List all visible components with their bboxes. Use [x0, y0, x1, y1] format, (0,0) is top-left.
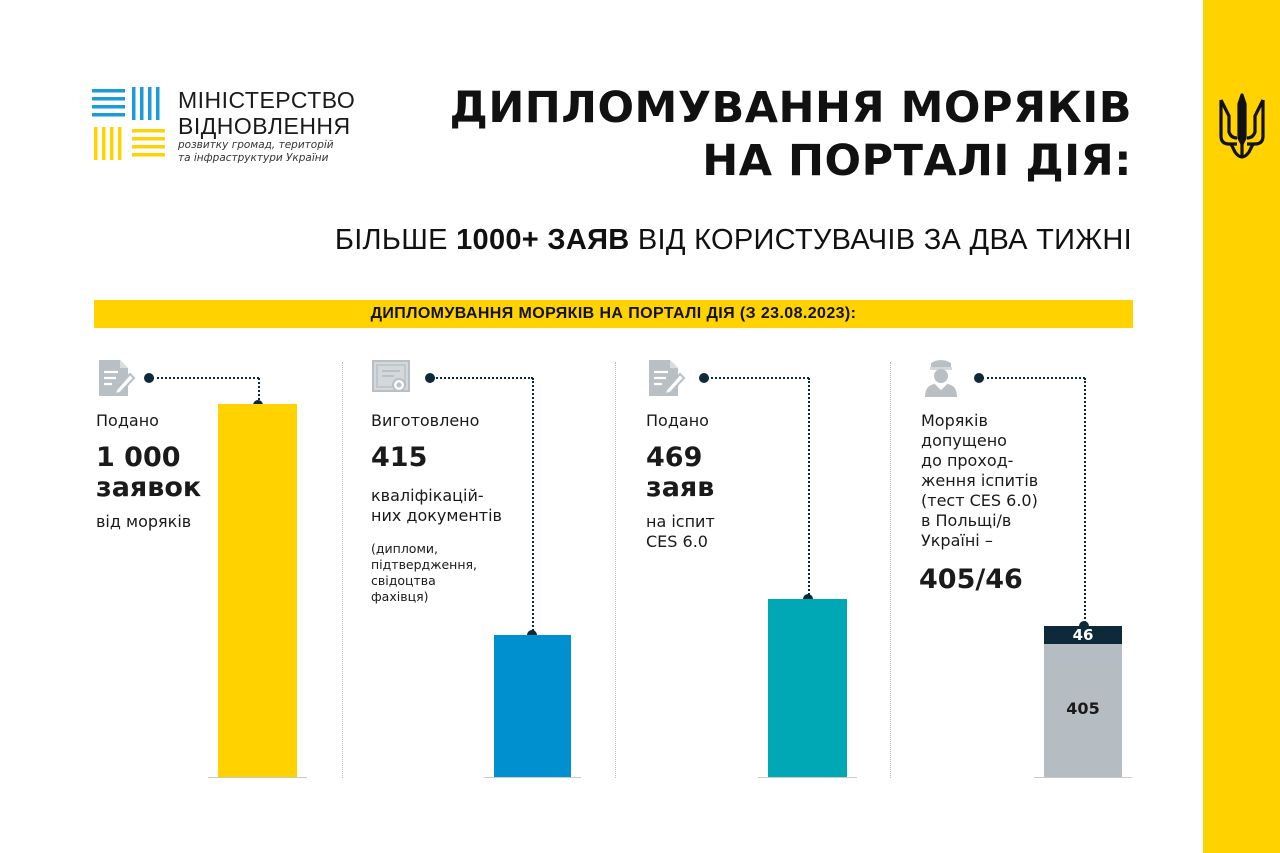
connector-line: [152, 377, 259, 379]
stat-note-line4: фахівця): [371, 589, 429, 604]
ministry-logo: МІНІСТЕРСТВО ВІДНОВЛЕННЯ розвитку громад…: [92, 87, 372, 167]
bar-exam-applications: [768, 599, 847, 777]
bar-baseline: [208, 777, 307, 778]
stat-label: Подано: [96, 411, 159, 430]
stat-note-line1: (дипломи,: [371, 541, 438, 556]
sailor-icon: [925, 360, 957, 397]
stat-label-line1: Моряків: [921, 411, 988, 430]
bar-baseline: [484, 777, 581, 778]
stat-value-line2: заяв: [646, 472, 715, 503]
stat-value: 1 000 заявок: [96, 443, 201, 503]
stat-label-line6: в Польщі/в: [921, 511, 1012, 530]
column-divider: [890, 362, 891, 778]
document-edit-icon: [99, 360, 136, 396]
stat-description-line2: них документів: [371, 506, 502, 525]
connector-line: [532, 378, 534, 635]
stat-label-line4: ження іспитів: [921, 471, 1039, 490]
stat-label-line7: Україні –: [921, 531, 993, 550]
connector-line: [982, 377, 1085, 379]
connector-line: [258, 378, 260, 404]
segment-label: 46: [1072, 626, 1094, 644]
stat-description-line1: на іспит: [646, 512, 715, 531]
subtitle-pre: БІЛЬШЕ: [334, 224, 457, 256]
stat-value: 469 заяв: [646, 443, 714, 503]
stat-note-line2: підтвердження,: [371, 557, 477, 572]
bar-baseline: [758, 777, 857, 778]
stat-value-line2: заявок: [96, 472, 202, 503]
connector-line: [707, 377, 809, 379]
ministry-logo-mark-icon: [92, 87, 165, 160]
subtitle-post: ВІД КОРИСТУВАЧІВ ЗА ДВА ТИЖНІ: [629, 224, 1132, 256]
column-divider: [615, 362, 616, 778]
certificate-icon: [372, 360, 410, 392]
connector-dot: [144, 373, 154, 383]
section-banner: ДИПЛОМУВАННЯ МОРЯКІВ НА ПОРТАЛІ ДІЯ (З 2…: [94, 300, 1133, 328]
column-divider: [342, 362, 343, 778]
stat-value-line1: 1 000: [96, 442, 181, 473]
bar-exam-admitted-stacked: 46 405: [1044, 626, 1122, 777]
trident-icon: [1219, 93, 1265, 159]
connector-line: [433, 377, 533, 379]
stat-value: 415: [371, 442, 428, 473]
connector-dot: [974, 373, 984, 383]
stat-label: Подано: [646, 411, 709, 430]
document-edit-icon: [649, 360, 686, 396]
stat-value: 405/46: [919, 564, 1023, 595]
stat-description: від моряків: [96, 512, 192, 531]
logo-subtitle: розвитку громад, територій та інфраструк…: [178, 139, 334, 165]
stat-description: на іспит CES 6.0: [646, 512, 715, 552]
bar-submitted-applications: [218, 404, 297, 777]
connector-dot: [425, 373, 435, 383]
bar-segment-ukraine: 46: [1044, 626, 1122, 644]
stat-description: кваліфікацій- них документів: [371, 486, 502, 526]
connector-line: [1084, 378, 1086, 626]
segment-label: 405: [1066, 699, 1100, 718]
logo-subtitle-line1: розвитку громад, територій: [178, 139, 334, 151]
stat-label: Моряків допущено до проход- ження іспиті…: [921, 411, 1038, 551]
bar-segment-poland: 405: [1044, 644, 1122, 777]
stat-description-line1: кваліфікацій-: [371, 486, 484, 505]
stat-description-line2: CES 6.0: [646, 532, 708, 551]
stat-label-line2: допущено: [921, 431, 1007, 450]
page-title-line1: ДИПЛОМУВАННЯ МОРЯКІВ: [449, 83, 1132, 133]
logo-title-line2: ВІДНОВЛЕННЯ: [178, 113, 351, 139]
page-subtitle: БІЛЬШЕ 1000+ ЗАЯВ ВІД КОРИСТУВАЧІВ ЗА ДВ…: [335, 222, 1132, 258]
connector-dot: [699, 373, 709, 383]
stat-note: (дипломи, підтвердження, свідоцтва фахів…: [371, 541, 477, 605]
logo-title-line1: МІНІСТЕРСТВО: [178, 87, 356, 113]
stat-label-line5: (тест CES 6.0): [921, 491, 1038, 510]
logo-title: МІНІСТЕРСТВО ВІДНОВЛЕННЯ: [178, 87, 355, 139]
page-title-line2: НА ПОРТАЛІ ДІЯ:: [702, 136, 1132, 186]
bar-baseline: [1034, 777, 1132, 778]
connector-line: [808, 378, 810, 599]
bar-documents-issued: [494, 635, 571, 777]
stat-label: Виготовлено: [371, 411, 480, 430]
stat-note-line3: свідоцтва: [371, 573, 436, 588]
stat-label-line3: до проход-: [921, 451, 1014, 470]
logo-subtitle-line2: та інфраструктури України: [178, 152, 329, 164]
stat-value-line1: 469: [646, 442, 703, 473]
subtitle-highlight: 1000+ ЗАЯВ: [456, 224, 630, 256]
page-title: ДИПЛОМУВАННЯ МОРЯКІВ НА ПОРТАЛІ ДІЯ:: [450, 82, 1132, 188]
